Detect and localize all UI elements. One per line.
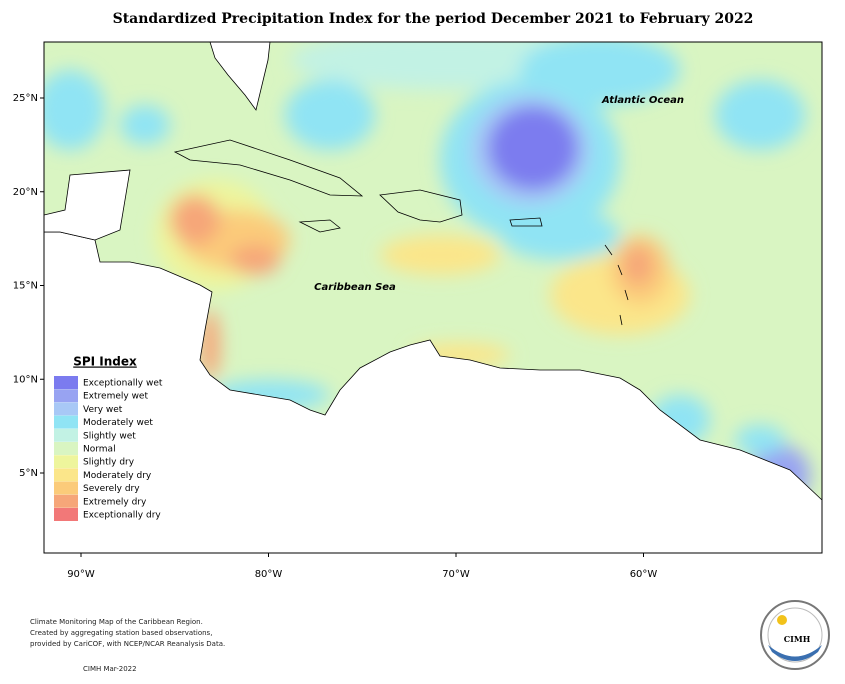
yucatan [44,169,131,241]
footer: Climate Monitoring Map of the Caribbean … [30,618,225,673]
legend-label: Exceptionally wet [83,379,163,389]
legend-swatch [54,428,78,442]
legend-swatch [54,389,78,403]
legend-label: Very wet [83,405,123,415]
legend-label: Extremely wet [83,392,148,402]
legend-swatch [54,494,78,508]
lon-tick-label: 80°W [255,569,283,580]
mainland [44,231,822,553]
lat-tick-label: 25°N [13,93,38,104]
lat-tick-label: 20°N [13,187,38,198]
legend-label: Extremely dry [83,497,147,507]
legend-swatch [54,481,78,495]
footer-line: Created by aggregating station based obs… [30,629,212,637]
lon-tick-label: 60°W [630,569,658,580]
map: Caribbean Sea Atlantic Ocean [44,42,822,553]
lon-tick-label: 90°W [67,569,95,580]
map-label: Caribbean Sea [314,282,396,293]
map-title: Standardized Precipitation Index for the… [113,11,754,27]
legend: SPI Index Exceptionally wet Extremely wet… [54,355,163,521]
legend-label: Moderately dry [83,471,152,481]
legend-label: Severely dry [83,484,140,494]
footer-line: provided by CariCOF, with NCEP/NCAR Rean… [30,640,225,648]
legend-swatch [54,455,78,469]
legend-swatch [54,415,78,429]
legend-swatch [54,442,78,455]
footer-credit: CIMH Mar-2022 [83,665,137,673]
legend-label: Exceptionally dry [83,511,161,521]
lon-tick-label: 70°W [442,569,470,580]
logo-text: CIMH [784,634,811,644]
lat-tick-label: 15°N [13,281,38,292]
logo: CIMH [760,600,830,670]
lat-tick-label: 10°N [13,374,38,385]
legend-swatch [54,508,78,521]
legend-title: SPI Index [73,355,137,369]
legend-label: Normal [83,445,116,455]
legend-swatch [54,468,78,482]
legend-label: Slightly wet [83,431,136,441]
map-label: Atlantic Ocean [601,95,684,106]
legend-swatch [54,376,78,389]
islands [173,139,629,326]
map-frame [43,41,823,554]
legend-label: Slightly dry [83,458,135,468]
spi-field [44,42,810,525]
lat-tick-label: 5°N [19,468,38,479]
florida [209,42,271,111]
legend-label: Moderately wet [83,418,153,428]
legend-swatch [54,402,78,416]
footer-line: Climate Monitoring Map of the Caribbean … [30,618,203,626]
axis-ticks: 25°N 20°N 15°N 10°N 5°N 90°W 80°W 70°W 60°W [13,93,658,580]
